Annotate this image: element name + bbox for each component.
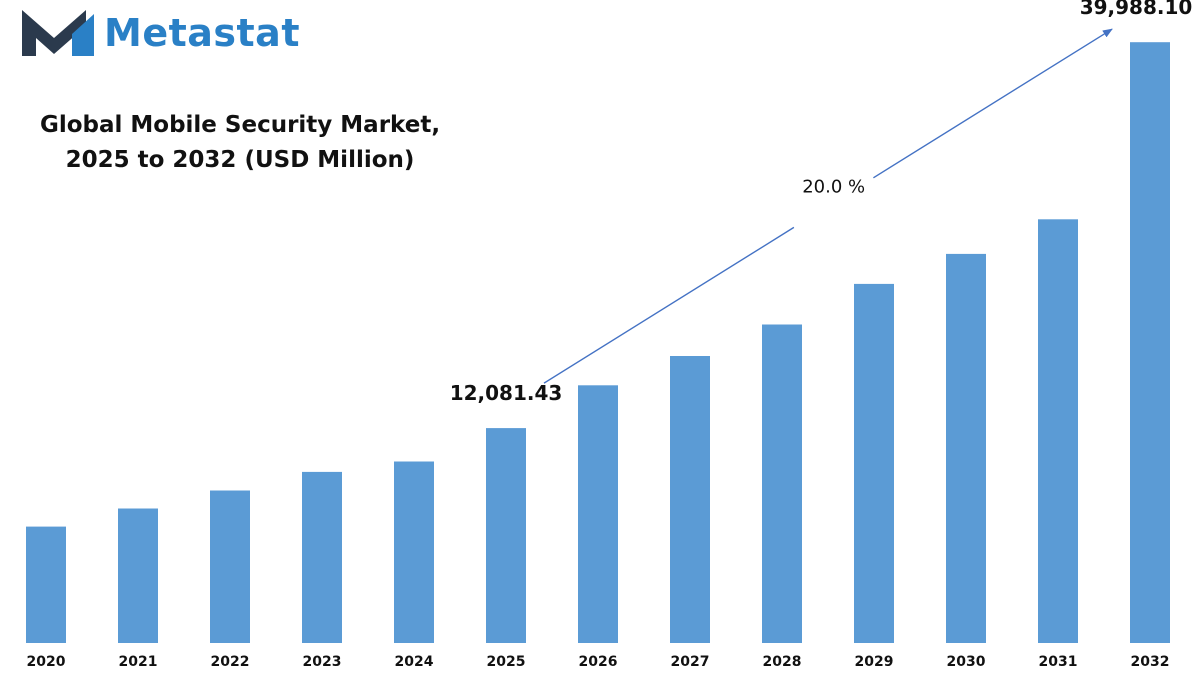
chart-subtitle: 2025 to 2032 (USD Million)	[65, 147, 415, 173]
bar-2022	[210, 490, 250, 643]
x-tick-label-2023: 2023	[303, 654, 342, 670]
bar-2026	[578, 385, 618, 643]
x-tick-label-2026: 2026	[579, 654, 618, 670]
bars-group	[26, 42, 1170, 644]
x-tick-label-2024: 2024	[395, 654, 434, 670]
data-label-2032: 39,988.10	[1080, 0, 1193, 19]
cagr-label: 20.0 %	[802, 177, 865, 198]
bar-2030	[946, 253, 986, 643]
x-tick-label-2032: 2032	[1131, 654, 1170, 670]
brand-name: Metastat	[104, 11, 300, 55]
bar-2032	[1130, 42, 1170, 643]
x-tick-label-2021: 2021	[119, 654, 158, 670]
chart-title-block: Global Mobile Security Market, 2025 to 2…	[30, 108, 450, 178]
cagr-arrow-segment-1	[543, 226, 795, 384]
bar-2028	[762, 324, 802, 643]
x-tick-label-2029: 2029	[855, 654, 894, 670]
cagr-annotation: 20.0 %	[543, 28, 1113, 384]
metastat-logo	[22, 10, 94, 56]
x-tick-labels: 2020 2021 2022 2023 2024 2025 2026 2027 2028 2029…	[27, 654, 1170, 670]
bar-2023	[302, 471, 342, 643]
bar-2025	[486, 428, 526, 643]
data-label-2025: 12,081.43	[450, 381, 563, 405]
x-tick-label-2025: 2025	[487, 654, 526, 670]
bar-2031	[1038, 219, 1078, 644]
chart-title: Global Mobile Security Market,	[39, 112, 441, 138]
bar-2021	[118, 508, 158, 643]
logo-mark-blue	[72, 14, 94, 56]
bar-2020	[26, 526, 66, 643]
x-tick-label-2027: 2027	[671, 654, 710, 670]
bar-2024	[394, 461, 434, 643]
cagr-arrow-segment-2	[873, 28, 1113, 179]
data-labels: 12,081.43 39,988.10	[450, 0, 1193, 405]
bar-2029	[854, 283, 894, 643]
x-tick-label-2031: 2031	[1039, 654, 1078, 670]
x-tick-label-2030: 2030	[947, 654, 986, 670]
x-tick-label-2028: 2028	[763, 654, 802, 670]
x-tick-label-2022: 2022	[211, 654, 250, 670]
bar-2027	[670, 356, 710, 643]
x-tick-label-2020: 2020	[27, 654, 66, 670]
